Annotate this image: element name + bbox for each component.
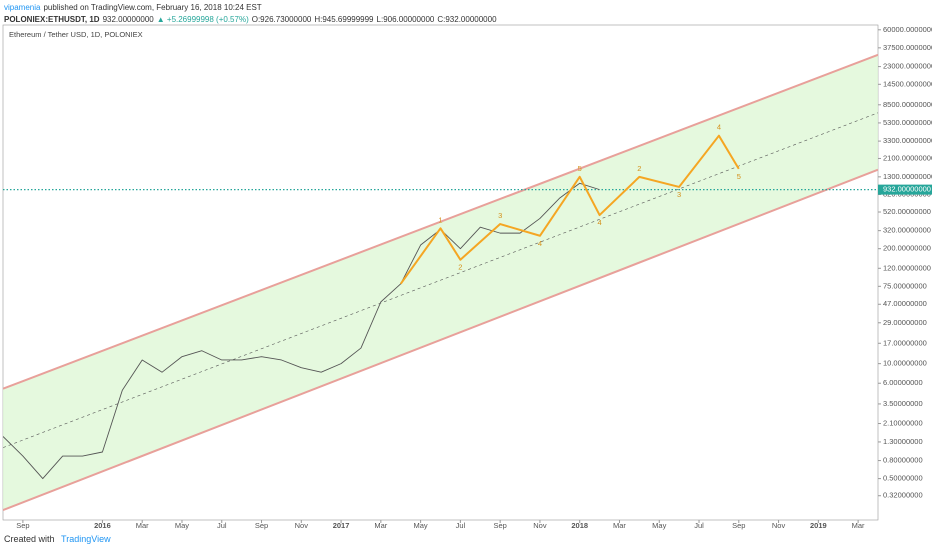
wave-label: 5 [578,164,582,173]
high: H:945.69999999 [314,15,374,24]
y-tick-label: 2100.00000000 [883,153,932,162]
wave-label: 2 [637,164,641,173]
low: L:906.00000000 [376,15,435,24]
open: O:926.73000000 [251,15,312,24]
channel-lower [3,168,878,512]
y-tick-label: 10.00000000 [883,359,927,368]
chart: 1 2 3 4 5 4 2 3 4 5 Ethereum / Tether USD, 1D, PO… [2,24,932,530]
y-tick-label: 2.10000000 [883,419,923,428]
x-tick-label: Mar [374,521,387,530]
wave-label: 4 [598,218,602,227]
x-tick-label: Mar [136,521,149,530]
y-tick-label: 8500.00000000 [883,100,932,109]
y-tick-label: 3300.00000000 [883,136,932,145]
price: 932.00000000 [102,15,154,24]
channel-fill [3,54,878,511]
x-tick-label: Mar [852,521,865,530]
footer: Created with TradingView [4,534,111,544]
y-tick-label: 75.00000000 [883,281,927,290]
y-tick-label: 6.00000000 [883,378,923,387]
y-tick-label: 520.00000000 [883,207,931,216]
x-tick-label: Sep [16,521,29,530]
x-tick-label: Mar [613,521,626,530]
y-tick-label: 1300.00000000 [883,172,932,181]
y-tick-label: 37500.00000000 [883,43,932,52]
x-tick-label: Sep [493,521,506,530]
x-tick-label: 2016 [94,521,111,530]
x-tick-label: 2017 [333,521,350,530]
price-line [3,182,600,480]
x-tick-label: Sep [255,521,268,530]
wave-label: 3 [677,190,681,199]
x-tick-label: Nov [772,521,786,530]
x-tick-label: 2019 [810,521,827,530]
published: published on TradingView.com, February 1… [43,3,262,12]
x-tick-label: May [175,521,189,530]
x-tick-label: Jul [456,521,466,530]
y-tick-label: 0.50000000 [883,474,923,483]
y-tick-label: 200.00000000 [883,244,931,253]
y-tick-label: 29.00000000 [883,318,927,327]
x-tick-label: Sep [732,521,745,530]
x-tick-label: Nov [533,521,547,530]
quote-line: POLONIEX:ETHUSDT, 1D 932.00000000 ▲ +5.269… [4,15,500,24]
channel-upper [3,53,878,390]
y-tick-label: 120.00000000 [883,263,931,272]
x-tick-label: 2018 [571,521,588,530]
publish-line: vipamenia published on TradingView.com, F… [4,3,265,12]
close: C:932.00000000 [437,15,497,24]
wave-label: 3 [498,211,502,220]
last-price-label: 932.00000000 [883,185,931,194]
y-tick-label: 60000.00000000 [883,25,932,34]
wave-label: 4 [717,123,721,132]
brand[interactable]: TradingView [61,534,111,544]
change: ▲ +5.26999998 (+0.57%) [156,15,249,24]
y-tick-label: 17.00000000 [883,338,927,347]
wave-label: 2 [458,263,462,272]
last-price-box [878,184,932,195]
created: Created with [4,534,55,544]
author[interactable]: vipamenia [4,3,41,12]
y-tick-label: 23000.00000000 [883,62,932,71]
x-tick-label: May [652,521,666,530]
x-tick-label: May [414,521,428,530]
y-tick-label: 0.80000000 [883,456,923,465]
y-tick-label: 0.32000000 [883,491,923,500]
channel-middle [3,112,878,448]
chart-title: Ethereum / Tether USD, 1D, POLONIEX [9,30,143,39]
x-tick-label: Jul [217,521,227,530]
x-tick-label: Nov [295,521,309,530]
wave-label: 1 [438,215,442,224]
y-tick-label: 14500.00000000 [883,79,932,88]
y-tick-label: 47.00000000 [883,299,927,308]
wave-label: 5 [737,172,741,181]
y-tick-label: 1.30000000 [883,437,923,446]
y-tick-label: 5300.00000000 [883,118,932,127]
x-tick-label: Jul [694,521,704,530]
wave-line [399,134,740,285]
y-tick-label: 3.50000000 [883,399,923,408]
y-tick-label: 320.00000000 [883,226,931,235]
wave-label: 4 [538,239,542,248]
symbol: POLONIEX:ETHUSDT, 1D [4,15,100,24]
